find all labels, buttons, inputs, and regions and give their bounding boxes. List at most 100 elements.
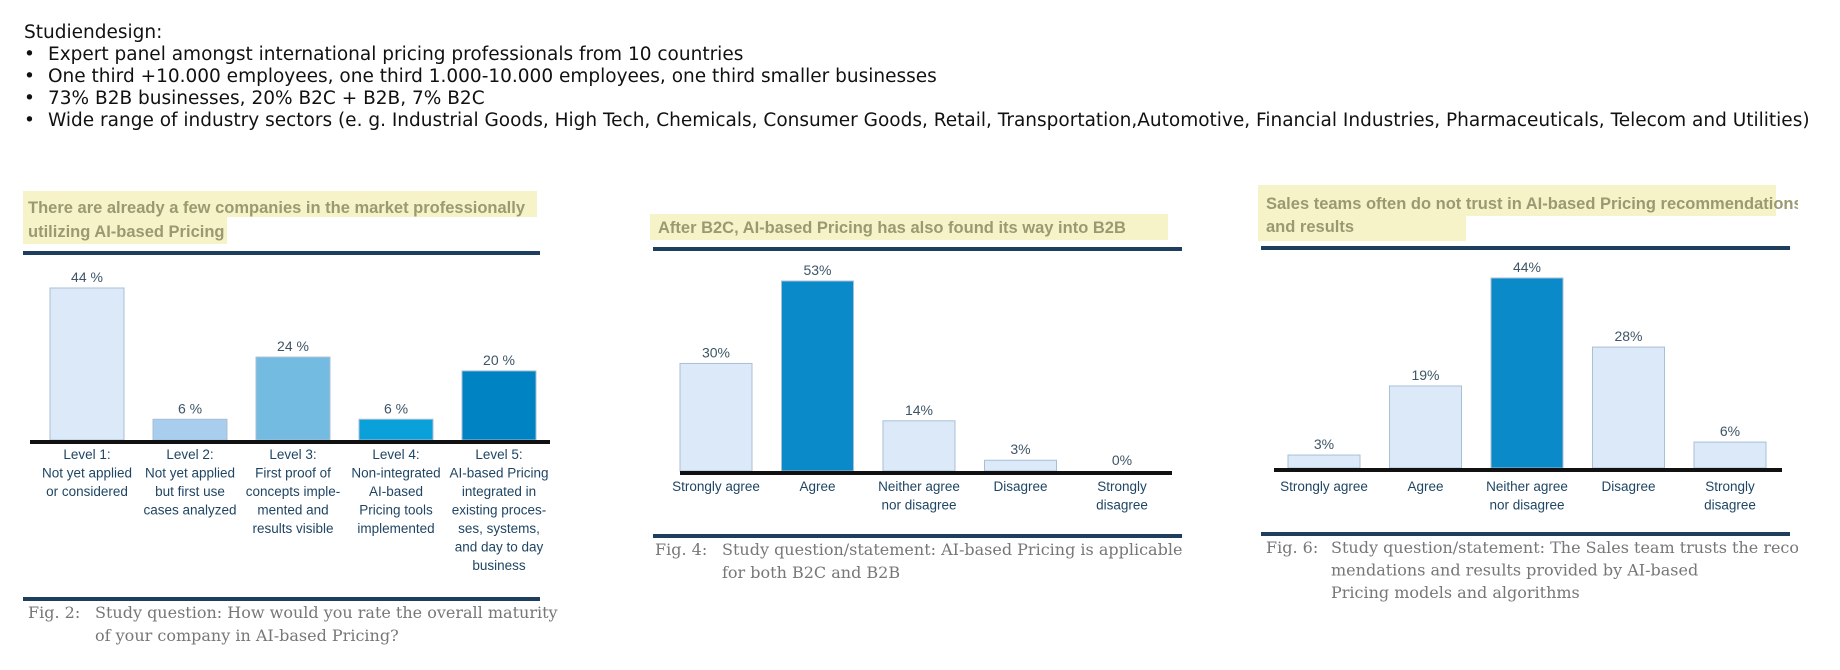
category-label: mented and xyxy=(257,503,328,518)
figure-caption-line: Study question: How would you rate the o… xyxy=(95,603,558,622)
chart-title-line: Sales teams often do not trust in AI-bas… xyxy=(1266,195,1798,213)
title-highlight xyxy=(23,216,227,244)
title-highlight xyxy=(650,214,1168,240)
category-label: Level 1: xyxy=(63,447,110,462)
category-label: integrated in xyxy=(462,484,536,499)
caption-rule xyxy=(653,534,1182,538)
title-highlight xyxy=(23,191,537,217)
title-rule xyxy=(653,247,1182,251)
caption-rule xyxy=(1261,532,1790,536)
data-label: 6 % xyxy=(384,400,408,416)
figure-label: Fig. 6: xyxy=(1266,538,1318,557)
figure-caption-line: mendations and results provided by AI-ba… xyxy=(1331,561,1698,580)
category-label: results visible xyxy=(252,521,333,536)
bullet-text: 73% B2B businesses, 20% B2C + B2B, 7% B2… xyxy=(48,88,485,109)
maturity-chart: There are already a few companies in the… xyxy=(23,191,558,645)
bullet-item: • Expert panel amongst international pric… xyxy=(24,44,744,65)
data-label: 44 % xyxy=(71,269,103,285)
category-label: existing proces- xyxy=(452,503,547,518)
bar xyxy=(679,362,753,472)
category-label: disagree xyxy=(1096,498,1148,513)
data-label: 0% xyxy=(1112,452,1132,468)
category-label: Level 4: xyxy=(372,447,419,462)
bar xyxy=(152,418,228,441)
chart-panel-trust: Sales teams often do not trust in AI-bas… xyxy=(1258,185,1798,610)
category-label: Agree xyxy=(799,479,835,494)
category-label: Strongly xyxy=(1705,479,1755,494)
category-label: Level 5: xyxy=(475,447,522,462)
study-design-bullets: • Expert panel amongst international pric… xyxy=(24,44,1810,132)
category-label: Level 2: xyxy=(166,447,213,462)
bar xyxy=(358,418,434,441)
data-label: 28% xyxy=(1614,328,1642,344)
bullet-item: • Wide range of industry sectors (e. g. I… xyxy=(24,110,1810,131)
data-label: 19% xyxy=(1411,367,1439,383)
chart-panel-maturity: There are already a few companies in the… xyxy=(20,188,588,648)
bullet-text: One third +10.000 employees, one third 1… xyxy=(48,66,937,87)
x-axis xyxy=(680,471,1172,475)
category-label: Agree xyxy=(1407,479,1443,494)
category-label: cases analyzed xyxy=(143,503,236,518)
bar xyxy=(49,287,125,441)
figure-caption-line: Pricing models and algorithms xyxy=(1331,583,1580,602)
bullet-text: Wide range of industry sectors (e. g. In… xyxy=(48,110,1810,131)
category-label: implemented xyxy=(357,521,434,536)
figure-caption-line: of your company in AI-based Pricing? xyxy=(95,626,399,645)
category-label: and day to day xyxy=(455,540,544,555)
category-label: First proof of xyxy=(255,466,331,481)
chart-title-line: After B2C, AI-based Pricing has also fou… xyxy=(658,219,1126,237)
category-label: nor disagree xyxy=(881,498,956,513)
category-label: ses, systems, xyxy=(458,521,540,536)
category-label: concepts imple- xyxy=(246,484,341,499)
data-label: 30% xyxy=(702,344,730,360)
category-label: AI-based Pricing xyxy=(449,466,548,481)
category-label: Non-integrated xyxy=(351,466,440,481)
data-label: 24 % xyxy=(277,338,309,354)
bar xyxy=(1592,346,1665,469)
category-label: Strongly agree xyxy=(1280,479,1368,494)
figure-caption-line: Study question/statement: The Sales team… xyxy=(1331,538,1798,557)
category-label: Strongly agree xyxy=(672,479,760,494)
bar xyxy=(461,370,537,441)
category-label: Neither agree xyxy=(1486,479,1568,494)
bar xyxy=(781,280,854,472)
data-label: 3% xyxy=(1314,436,1334,452)
data-label: 6 % xyxy=(178,400,202,416)
figure-label: Fig. 4: xyxy=(655,540,707,559)
chart-title-line: There are already a few companies in the… xyxy=(28,199,526,217)
category-label: Disagree xyxy=(1601,479,1655,494)
data-label: 20 % xyxy=(483,352,515,368)
chart-title-line: and results xyxy=(1266,218,1354,236)
bar xyxy=(882,420,956,472)
figure-caption-line: for both B2C and B2B xyxy=(722,563,900,582)
trust-chart: Sales teams often do not trust in AI-bas… xyxy=(1258,185,1798,602)
bullet-item: • One third +10.000 employees, one third … xyxy=(24,66,937,87)
bullet-text: Expert panel amongst international prici… xyxy=(48,44,744,65)
data-label: 53% xyxy=(803,262,831,278)
chart-title-line: utilizing AI-based Pricing xyxy=(28,223,225,241)
category-label: Pricing tools xyxy=(359,503,433,518)
study-design-heading: Studiendesign: xyxy=(24,22,163,43)
category-label: or considered xyxy=(46,484,128,499)
category-label: AI-based xyxy=(369,484,423,499)
category-label: business xyxy=(472,558,526,573)
caption-rule xyxy=(23,597,540,601)
category-label: Not yet applied xyxy=(145,466,235,481)
category-label: Neither agree xyxy=(878,479,960,494)
x-axis xyxy=(30,440,550,444)
data-label: 14% xyxy=(905,402,933,418)
category-label: nor disagree xyxy=(1489,498,1564,513)
bar xyxy=(1287,454,1361,469)
category-label: but first use xyxy=(155,484,225,499)
data-label: 6% xyxy=(1720,423,1740,439)
category-label: Level 3: xyxy=(269,447,316,462)
study-design: Studiendesign: • Expert panel amongst int… xyxy=(24,22,1810,132)
category-label: disagree xyxy=(1704,498,1756,513)
bar xyxy=(1693,441,1767,469)
x-axis xyxy=(1274,468,1782,472)
chart-panel-b2b: After B2C, AI-based Pricing has also fou… xyxy=(650,208,1190,588)
title-rule xyxy=(1261,246,1790,250)
title-highlight xyxy=(1258,211,1466,241)
figure-label: Fig. 2: xyxy=(28,603,80,622)
figure-caption-line: Study question/statement: AI-based Prici… xyxy=(722,540,1182,559)
